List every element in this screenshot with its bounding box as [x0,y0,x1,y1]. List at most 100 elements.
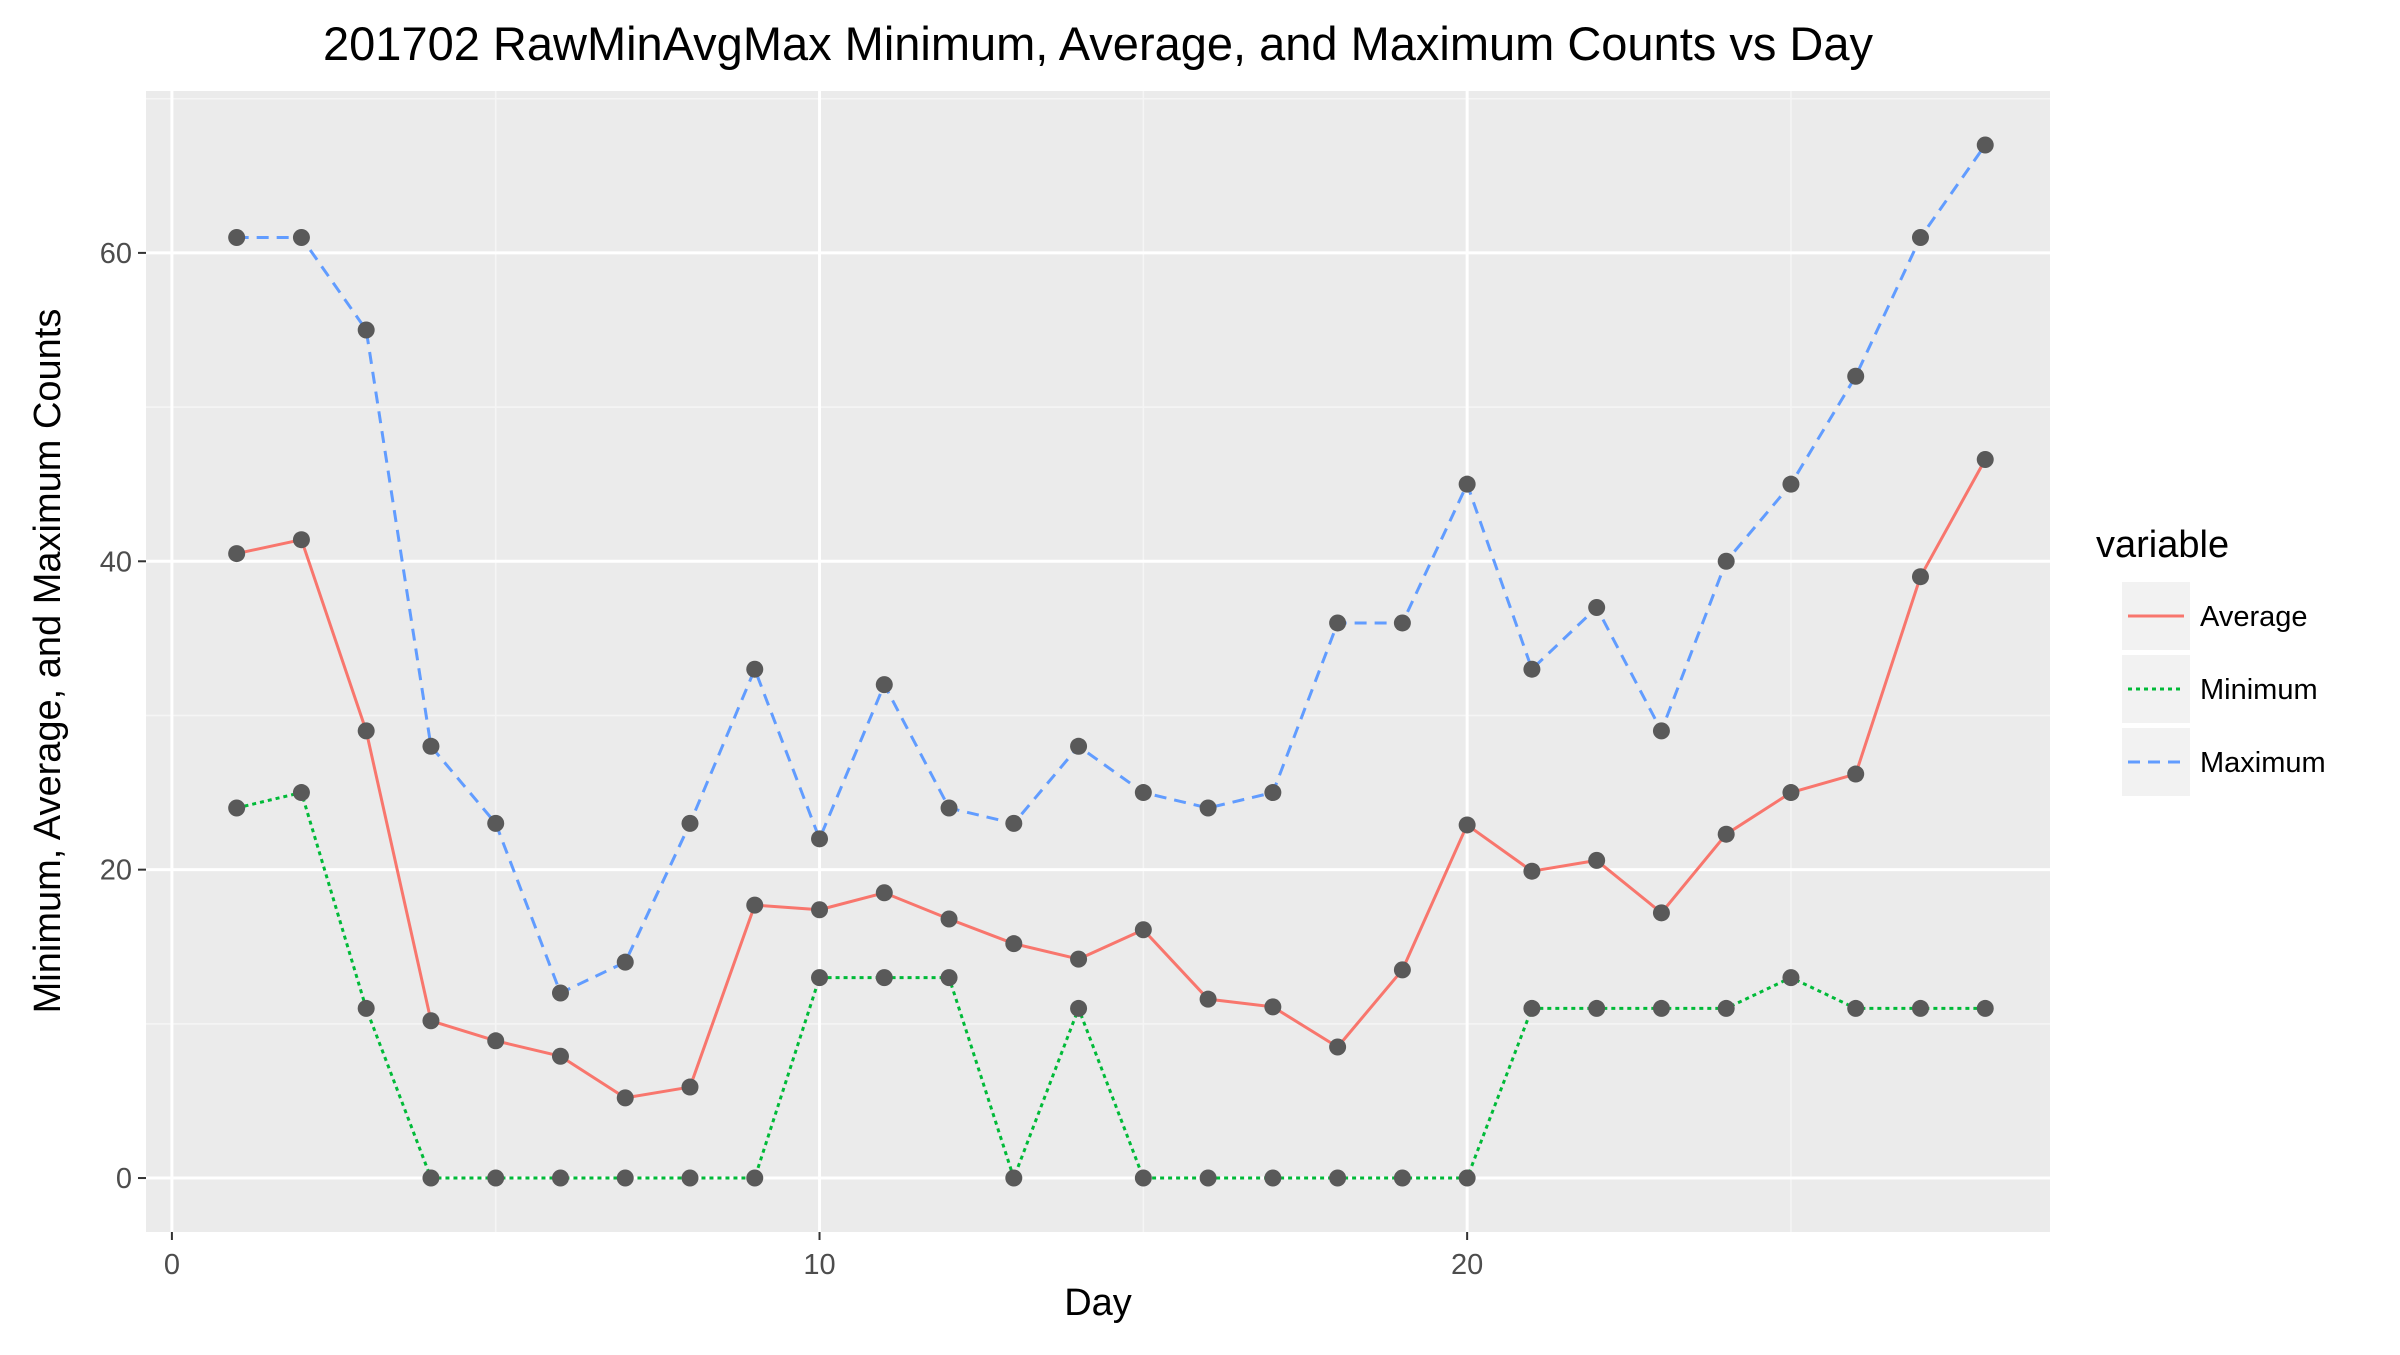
data-point-maximum [746,660,764,678]
data-point-average [616,1089,634,1107]
legend-item-minimum: Minimum [2122,655,2318,723]
data-point-average [422,1012,440,1030]
data-point-average [1911,568,1929,586]
data-point-maximum [1782,475,1800,493]
legend: variable Average Minimum Maximum [2096,524,2326,796]
data-point-minimum [551,1169,569,1187]
minor-gridlines [146,91,2050,1232]
series-lines [236,144,1987,1180]
data-point-minimum [940,969,958,987]
y-axis-title: Minimum, Average, and Maximum Counts [27,309,69,1014]
data-point-maximum [228,228,246,246]
data-point-minimum [1134,1169,1152,1187]
data-point-minimum [1458,1169,1476,1187]
data-point-average [1329,1038,1347,1056]
data-point-average [746,896,764,914]
data-point-average [1717,825,1735,843]
legend-item-average: Average [2122,582,2308,650]
data-point-maximum [940,799,958,817]
x-tick-label: 0 [164,1249,180,1281]
data-point-maximum [875,676,893,694]
data-point-minimum [746,1169,764,1187]
data-point-average [681,1078,699,1096]
data-point-maximum [1847,367,1865,385]
data-point-minimum [1393,1169,1411,1187]
data-point-average [1199,990,1217,1008]
data-point-maximum [1329,614,1347,632]
data-point-minimum [487,1169,505,1187]
data-point-minimum [1911,999,1929,1017]
data-point-minimum [1329,1169,1347,1187]
y-axis: 0 20 40 60 [100,238,146,1195]
series-line-maximum [236,144,1987,995]
data-point-average [940,910,958,928]
chart-title: 201702 RawMinAvgMax Minimum, Average, an… [323,17,1873,70]
data-point-minimum [875,969,893,987]
data-point-minimum [1782,969,1800,987]
data-point-average [1847,765,1865,783]
data-point-minimum [811,969,829,987]
y-tick-label: 60 [100,238,132,270]
data-point-maximum [1458,475,1476,493]
data-point-minimum [1523,999,1541,1017]
data-point-maximum [811,830,829,848]
legend-item-maximum: Maximum [2122,728,2326,796]
x-axis: 0 10 20 [164,1232,1483,1281]
legend-title: variable [2096,524,2229,566]
data-point-average [292,531,310,549]
legend-label: Average [2200,601,2308,633]
data-point-minimum [357,999,375,1017]
x-tick-label: 20 [1451,1249,1483,1281]
x-tick-label: 10 [803,1249,835,1281]
data-point-maximum [1005,814,1023,832]
data-point-minimum [422,1169,440,1187]
data-point-average [551,1047,569,1065]
data-point-minimum [292,784,310,802]
data-point-minimum [1976,999,1994,1017]
x-axis-title: Day [1064,1282,1132,1324]
data-point-maximum [681,814,699,832]
data-point-maximum [1911,228,1929,246]
data-point-average [1782,784,1800,802]
data-point-maximum [1070,737,1088,755]
data-point-average [1134,921,1152,939]
data-point-maximum [1199,799,1217,817]
data-point-maximum [422,737,440,755]
data-point-minimum [1264,1169,1282,1187]
data-point-maximum [616,953,634,971]
data-point-average [487,1032,505,1050]
plot-panel [146,91,2050,1232]
data-point-minimum [1588,999,1606,1017]
data-point-average [1393,961,1411,979]
data-point-average [228,545,246,563]
data-point-minimum [1199,1169,1217,1187]
series-line-minimum [236,791,1986,1180]
data-point-average [1070,950,1088,968]
data-point-minimum [1717,999,1735,1017]
data-point-minimum [228,799,246,817]
data-point-average [1458,816,1476,834]
data-point-maximum [1976,136,1994,154]
data-point-minimum [1847,999,1865,1017]
data-points [228,136,1994,1187]
data-point-average [357,722,375,740]
data-point-maximum [487,814,505,832]
data-point-maximum [1393,614,1411,632]
data-point-maximum [1652,722,1670,740]
data-point-maximum [1134,784,1152,802]
data-point-average [1523,862,1541,880]
data-point-minimum [1005,1169,1023,1187]
data-point-maximum [551,984,569,1002]
data-point-maximum [357,321,375,339]
data-point-maximum [292,228,310,246]
data-point-average [1652,904,1670,922]
data-point-average [1005,935,1023,953]
data-point-minimum [1070,999,1088,1017]
y-tick-label: 20 [100,855,132,887]
legend-label: Maximum [2200,747,2326,779]
data-point-maximum [1523,660,1541,678]
y-tick-label: 40 [100,546,132,578]
data-point-minimum [616,1169,634,1187]
